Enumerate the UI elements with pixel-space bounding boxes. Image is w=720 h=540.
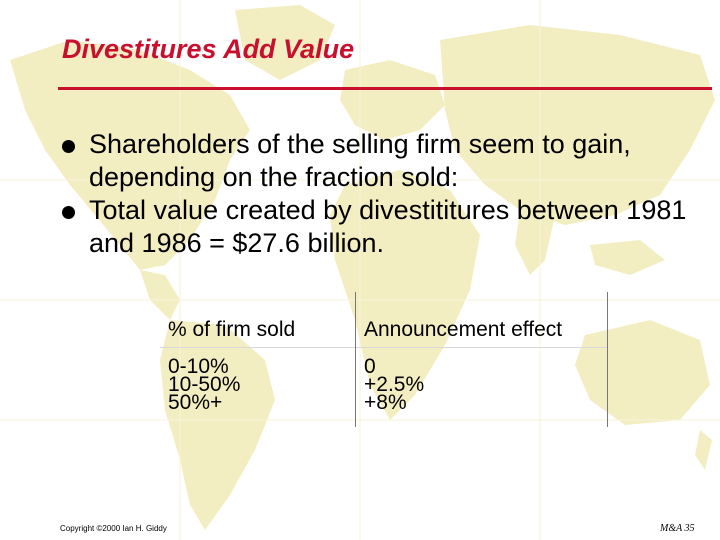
table-border <box>607 292 608 427</box>
bullet-item: Shareholders of the selling firm seem to… <box>62 128 702 194</box>
bullet-item: Total value created by divestititures be… <box>62 194 702 260</box>
table-cell: +8% <box>364 391 407 414</box>
table-divider <box>160 347 608 348</box>
title-rule <box>58 87 712 90</box>
table-column: Announcement effect 0 +2.5% +8% <box>356 292 608 427</box>
copyright-text: Copyright ©2000 Ian H. Giddy <box>60 524 167 533</box>
table-column: % of firm sold 0-10% 10-50% 50%+ <box>160 292 355 427</box>
divestiture-table: % of firm sold 0-10% 10-50% 50%+ Announc… <box>160 292 608 427</box>
bullet-list: Shareholders of the selling firm seem to… <box>62 128 702 260</box>
table-cell: 10-50% <box>168 373 241 396</box>
table-header: % of firm sold <box>168 318 296 341</box>
table-cell: +2.5% <box>364 373 425 396</box>
table-cells: 0 +2.5% +8% <box>364 355 425 414</box>
table-cell: 0-10% <box>168 355 229 378</box>
bullet-text: Shareholders of the selling firm seem to… <box>89 129 631 192</box>
table-header: Announcement effect <box>364 318 563 341</box>
table-column-divider <box>355 292 356 427</box>
table-cells: 0-10% 10-50% 50%+ <box>168 355 241 414</box>
page-number: M&A 35 <box>660 523 695 534</box>
table-cell: 50%+ <box>168 391 223 414</box>
slide-title: Divestitures Add Value <box>62 34 355 64</box>
bullet-icon <box>62 206 75 219</box>
table-cell: 0 <box>364 355 376 378</box>
bullet-text: Total value created by divestititures be… <box>89 195 687 258</box>
bullet-icon <box>62 140 75 153</box>
